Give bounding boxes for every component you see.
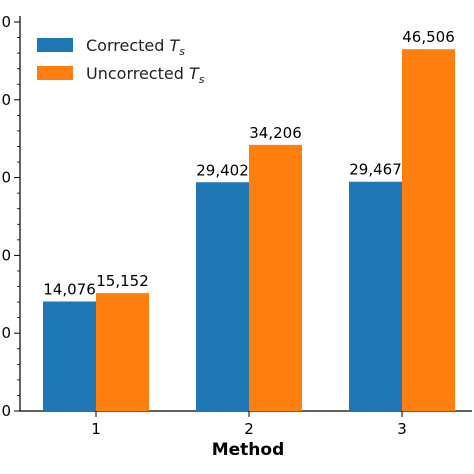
bar: [196, 182, 249, 411]
data-labels: 14,076 29,402 29,467 15,152 34,206 46,506: [43, 28, 455, 298]
data-label: 34,206: [249, 124, 302, 142]
y-tick-label: 0: [1, 91, 11, 109]
data-label: 46,506: [402, 28, 455, 46]
bar: [43, 301, 96, 411]
bar: [402, 49, 455, 411]
data-label: 29,467: [349, 161, 402, 179]
bar: [249, 144, 302, 411]
legend-entry: Uncorrected Ts: [86, 64, 205, 86]
y-tick-label: 0: [1, 246, 11, 264]
y-tick-label: 0: [1, 402, 11, 420]
legend: Corrected Ts Uncorrected Ts: [37, 36, 205, 86]
legend-entry: Corrected Ts: [86, 36, 185, 58]
bar: [349, 181, 402, 411]
y-tick-label: 0: [1, 324, 11, 342]
y-tick-label: 0: [1, 13, 11, 31]
y-tick-label: 0: [1, 169, 11, 187]
legend-swatch: [37, 38, 73, 52]
x-tick-label: 1: [91, 420, 101, 438]
data-label: 15,152: [96, 272, 149, 290]
bar: [96, 293, 149, 411]
x-tick-label: 2: [244, 420, 254, 438]
x-tick-label: 3: [397, 420, 407, 438]
legend-swatch: [37, 66, 73, 80]
data-label: 29,402: [196, 161, 249, 179]
x-axis-title: Method: [212, 440, 285, 460]
data-label: 14,076: [43, 280, 96, 298]
bars: [43, 49, 455, 411]
